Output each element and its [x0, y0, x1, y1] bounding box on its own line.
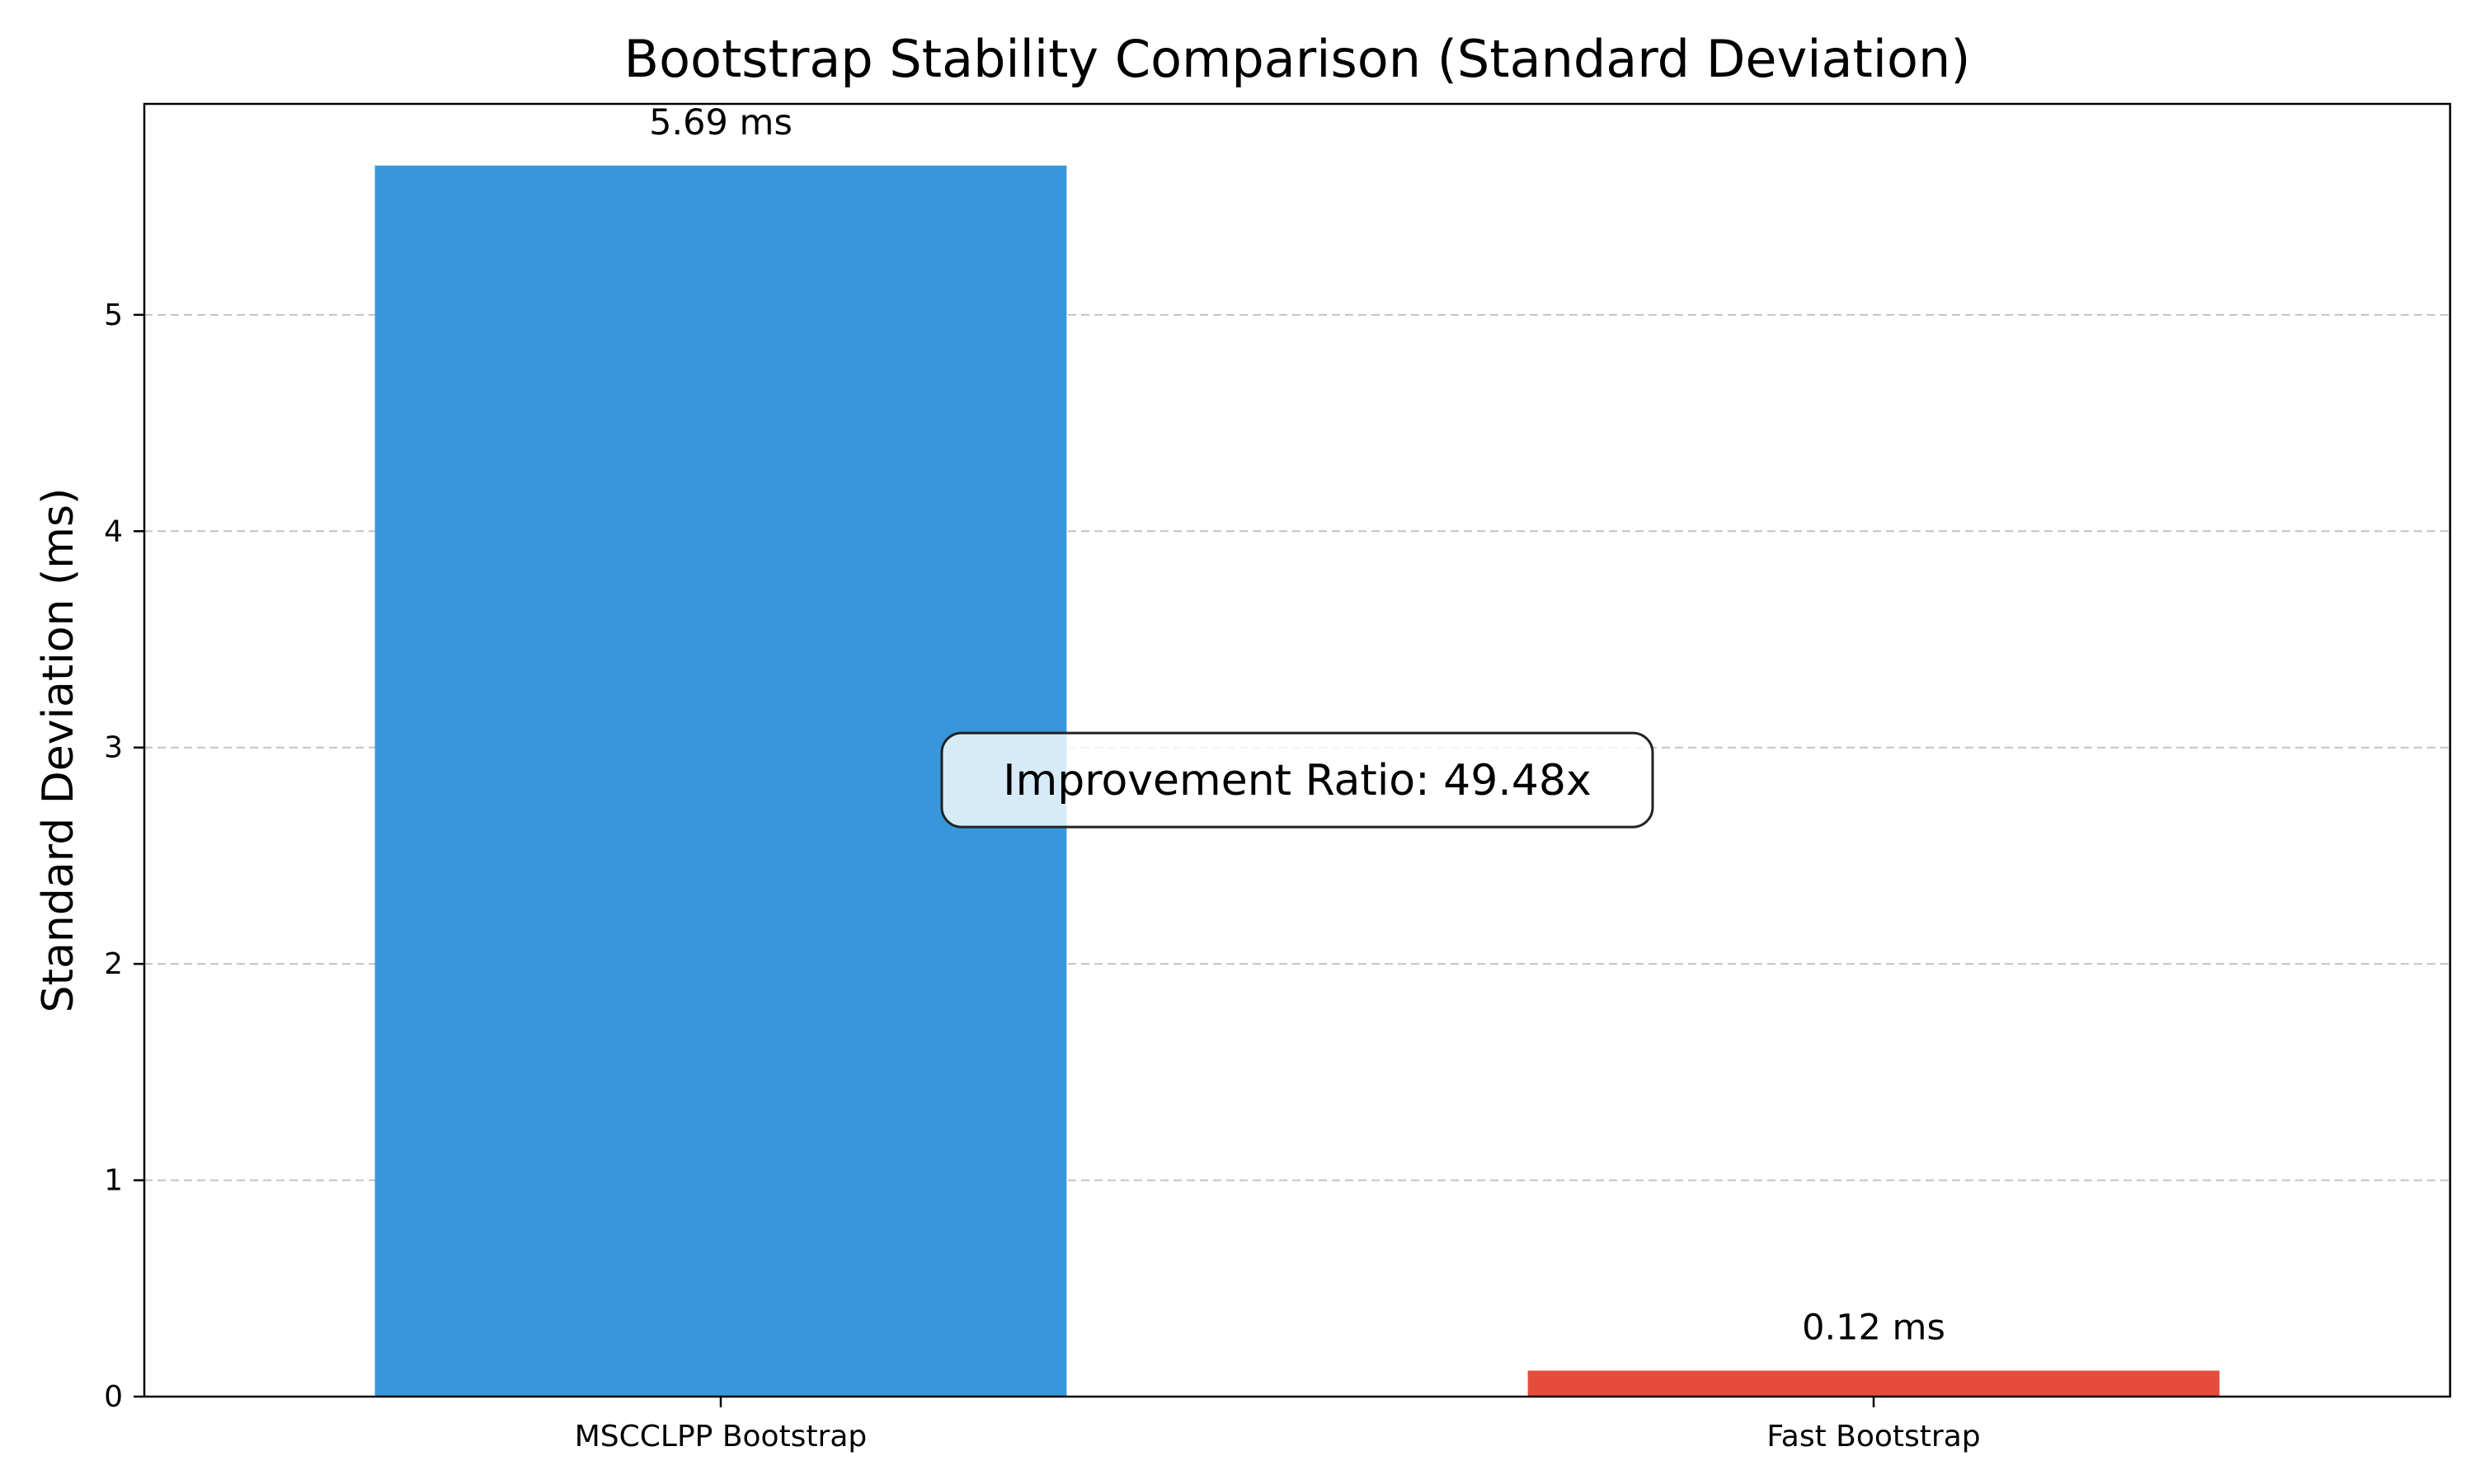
- bar-value-label: 5.69 ms: [649, 102, 793, 143]
- y-tick-label: 4: [104, 514, 123, 548]
- data-labels: 5.69 ms 0.12 ms: [649, 102, 1945, 1349]
- y-axis-ticks: 0 1 2 3 4 5: [104, 298, 144, 1414]
- chart-title: Bootstrap Stability Comparison (Standard…: [624, 29, 1971, 89]
- x-tick-label: MSCCLPP Bootstrap: [575, 1420, 868, 1453]
- y-tick-label: 5: [104, 298, 123, 332]
- annotation-text: Improvement Ratio: 49.48x: [1003, 756, 1592, 805]
- x-axis-ticks: MSCCLPP Bootstrap Fast Bootstrap: [575, 1397, 1981, 1453]
- y-tick-label: 3: [104, 731, 123, 765]
- annotation: Improvement Ratio: 49.48x: [940, 731, 1654, 829]
- x-tick-label: Fast Bootstrap: [1766, 1420, 1980, 1453]
- y-tick-label: 1: [104, 1164, 123, 1198]
- bar-value-label: 0.12 ms: [1802, 1308, 1945, 1349]
- bar: [1527, 1370, 2220, 1397]
- y-axis-label: Standard Deviation (ms): [34, 488, 83, 1013]
- plot-frame: [143, 102, 2452, 1398]
- y-tick-label: 2: [104, 947, 123, 981]
- bars: [374, 165, 2220, 1397]
- annotation-box: [940, 731, 1654, 829]
- y-tick-label: 0: [104, 1380, 123, 1414]
